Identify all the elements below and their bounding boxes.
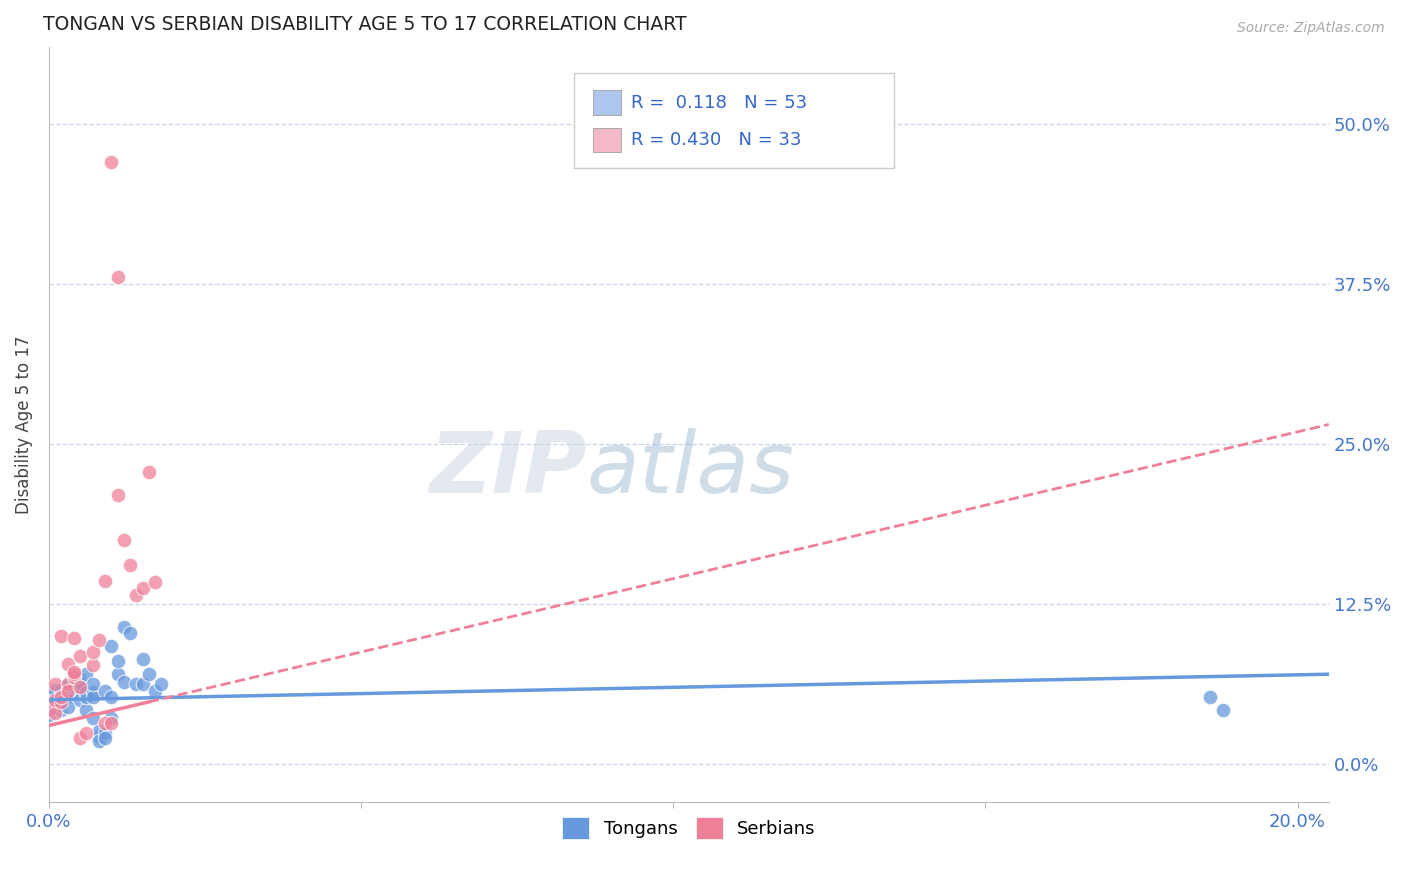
- Point: [1212, 703, 1234, 717]
- Point: [51, 629, 73, 643]
- Point: [63, 680, 86, 694]
- Point: [56, 677, 79, 691]
- Point: [120, 558, 142, 573]
- Point: [56, 683, 79, 698]
- Point: [69, 680, 91, 694]
- Point: [100, 690, 122, 705]
- Point: [56, 680, 79, 694]
- Point: [82, 658, 104, 673]
- Point: [131, 652, 153, 666]
- Point: [56, 690, 79, 705]
- Point: [69, 731, 91, 746]
- Point: [44, 677, 66, 691]
- Point: [82, 690, 104, 705]
- Point: [138, 465, 160, 479]
- Text: ZIP: ZIP: [429, 428, 586, 511]
- Point: [131, 677, 153, 691]
- Point: [87, 729, 110, 743]
- Point: [112, 533, 135, 547]
- Point: [63, 667, 86, 681]
- Point: [94, 715, 117, 730]
- Point: [125, 677, 148, 691]
- Point: [75, 685, 97, 699]
- Point: [94, 574, 117, 588]
- Point: [100, 715, 122, 730]
- Point: [63, 685, 86, 699]
- Point: [69, 649, 91, 664]
- Point: [56, 677, 79, 691]
- Point: [38, 703, 60, 717]
- Point: [112, 620, 135, 634]
- Text: R =  0.118   N = 53: R = 0.118 N = 53: [631, 94, 807, 112]
- Text: Source: ZipAtlas.com: Source: ZipAtlas.com: [1237, 21, 1385, 36]
- Point: [51, 690, 73, 705]
- Point: [44, 682, 66, 697]
- Text: TONGAN VS SERBIAN DISABILITY AGE 5 TO 17 CORRELATION CHART: TONGAN VS SERBIAN DISABILITY AGE 5 TO 17…: [42, 15, 686, 34]
- Point: [107, 654, 129, 668]
- Point: [63, 632, 86, 646]
- Point: [44, 693, 66, 707]
- Point: [63, 665, 86, 679]
- Point: [56, 657, 79, 671]
- Point: [69, 673, 91, 687]
- Point: [56, 700, 79, 714]
- Point: [38, 703, 60, 717]
- Point: [63, 674, 86, 689]
- Point: [69, 693, 91, 707]
- Point: [51, 698, 73, 712]
- Point: [38, 708, 60, 723]
- Text: atlas: atlas: [586, 428, 794, 511]
- Point: [107, 488, 129, 502]
- Point: [63, 680, 86, 694]
- Y-axis label: Disability Age 5 to 17: Disability Age 5 to 17: [15, 335, 32, 514]
- Point: [63, 670, 86, 684]
- Point: [100, 711, 122, 725]
- Point: [131, 582, 153, 596]
- Point: [94, 726, 117, 740]
- Point: [143, 683, 166, 698]
- Point: [51, 703, 73, 717]
- Point: [82, 685, 104, 699]
- Point: [51, 682, 73, 697]
- FancyBboxPatch shape: [593, 128, 621, 153]
- Point: [107, 270, 129, 285]
- FancyBboxPatch shape: [593, 90, 621, 115]
- Point: [82, 711, 104, 725]
- Point: [125, 588, 148, 602]
- Point: [120, 626, 142, 640]
- Point: [69, 676, 91, 690]
- Point: [107, 667, 129, 681]
- Point: [44, 693, 66, 707]
- Point: [112, 674, 135, 689]
- Point: [75, 667, 97, 681]
- Point: [138, 667, 160, 681]
- Point: [82, 677, 104, 691]
- Point: [82, 645, 104, 659]
- Point: [87, 632, 110, 647]
- Point: [100, 639, 122, 653]
- Point: [75, 703, 97, 717]
- Point: [1199, 690, 1222, 705]
- Point: [94, 683, 117, 698]
- Point: [75, 690, 97, 705]
- Point: [44, 706, 66, 720]
- Point: [63, 670, 86, 684]
- Point: [87, 723, 110, 738]
- FancyBboxPatch shape: [574, 73, 894, 168]
- Point: [100, 155, 122, 169]
- Point: [44, 695, 66, 709]
- Point: [75, 726, 97, 740]
- Legend: Tongans, Serbians: Tongans, Serbians: [555, 810, 823, 847]
- Point: [94, 731, 117, 746]
- Point: [69, 682, 91, 697]
- Point: [150, 677, 173, 691]
- Point: [44, 686, 66, 700]
- Point: [51, 695, 73, 709]
- Point: [51, 690, 73, 705]
- Text: R = 0.430   N = 33: R = 0.430 N = 33: [631, 131, 801, 149]
- Point: [87, 733, 110, 747]
- Point: [143, 574, 166, 589]
